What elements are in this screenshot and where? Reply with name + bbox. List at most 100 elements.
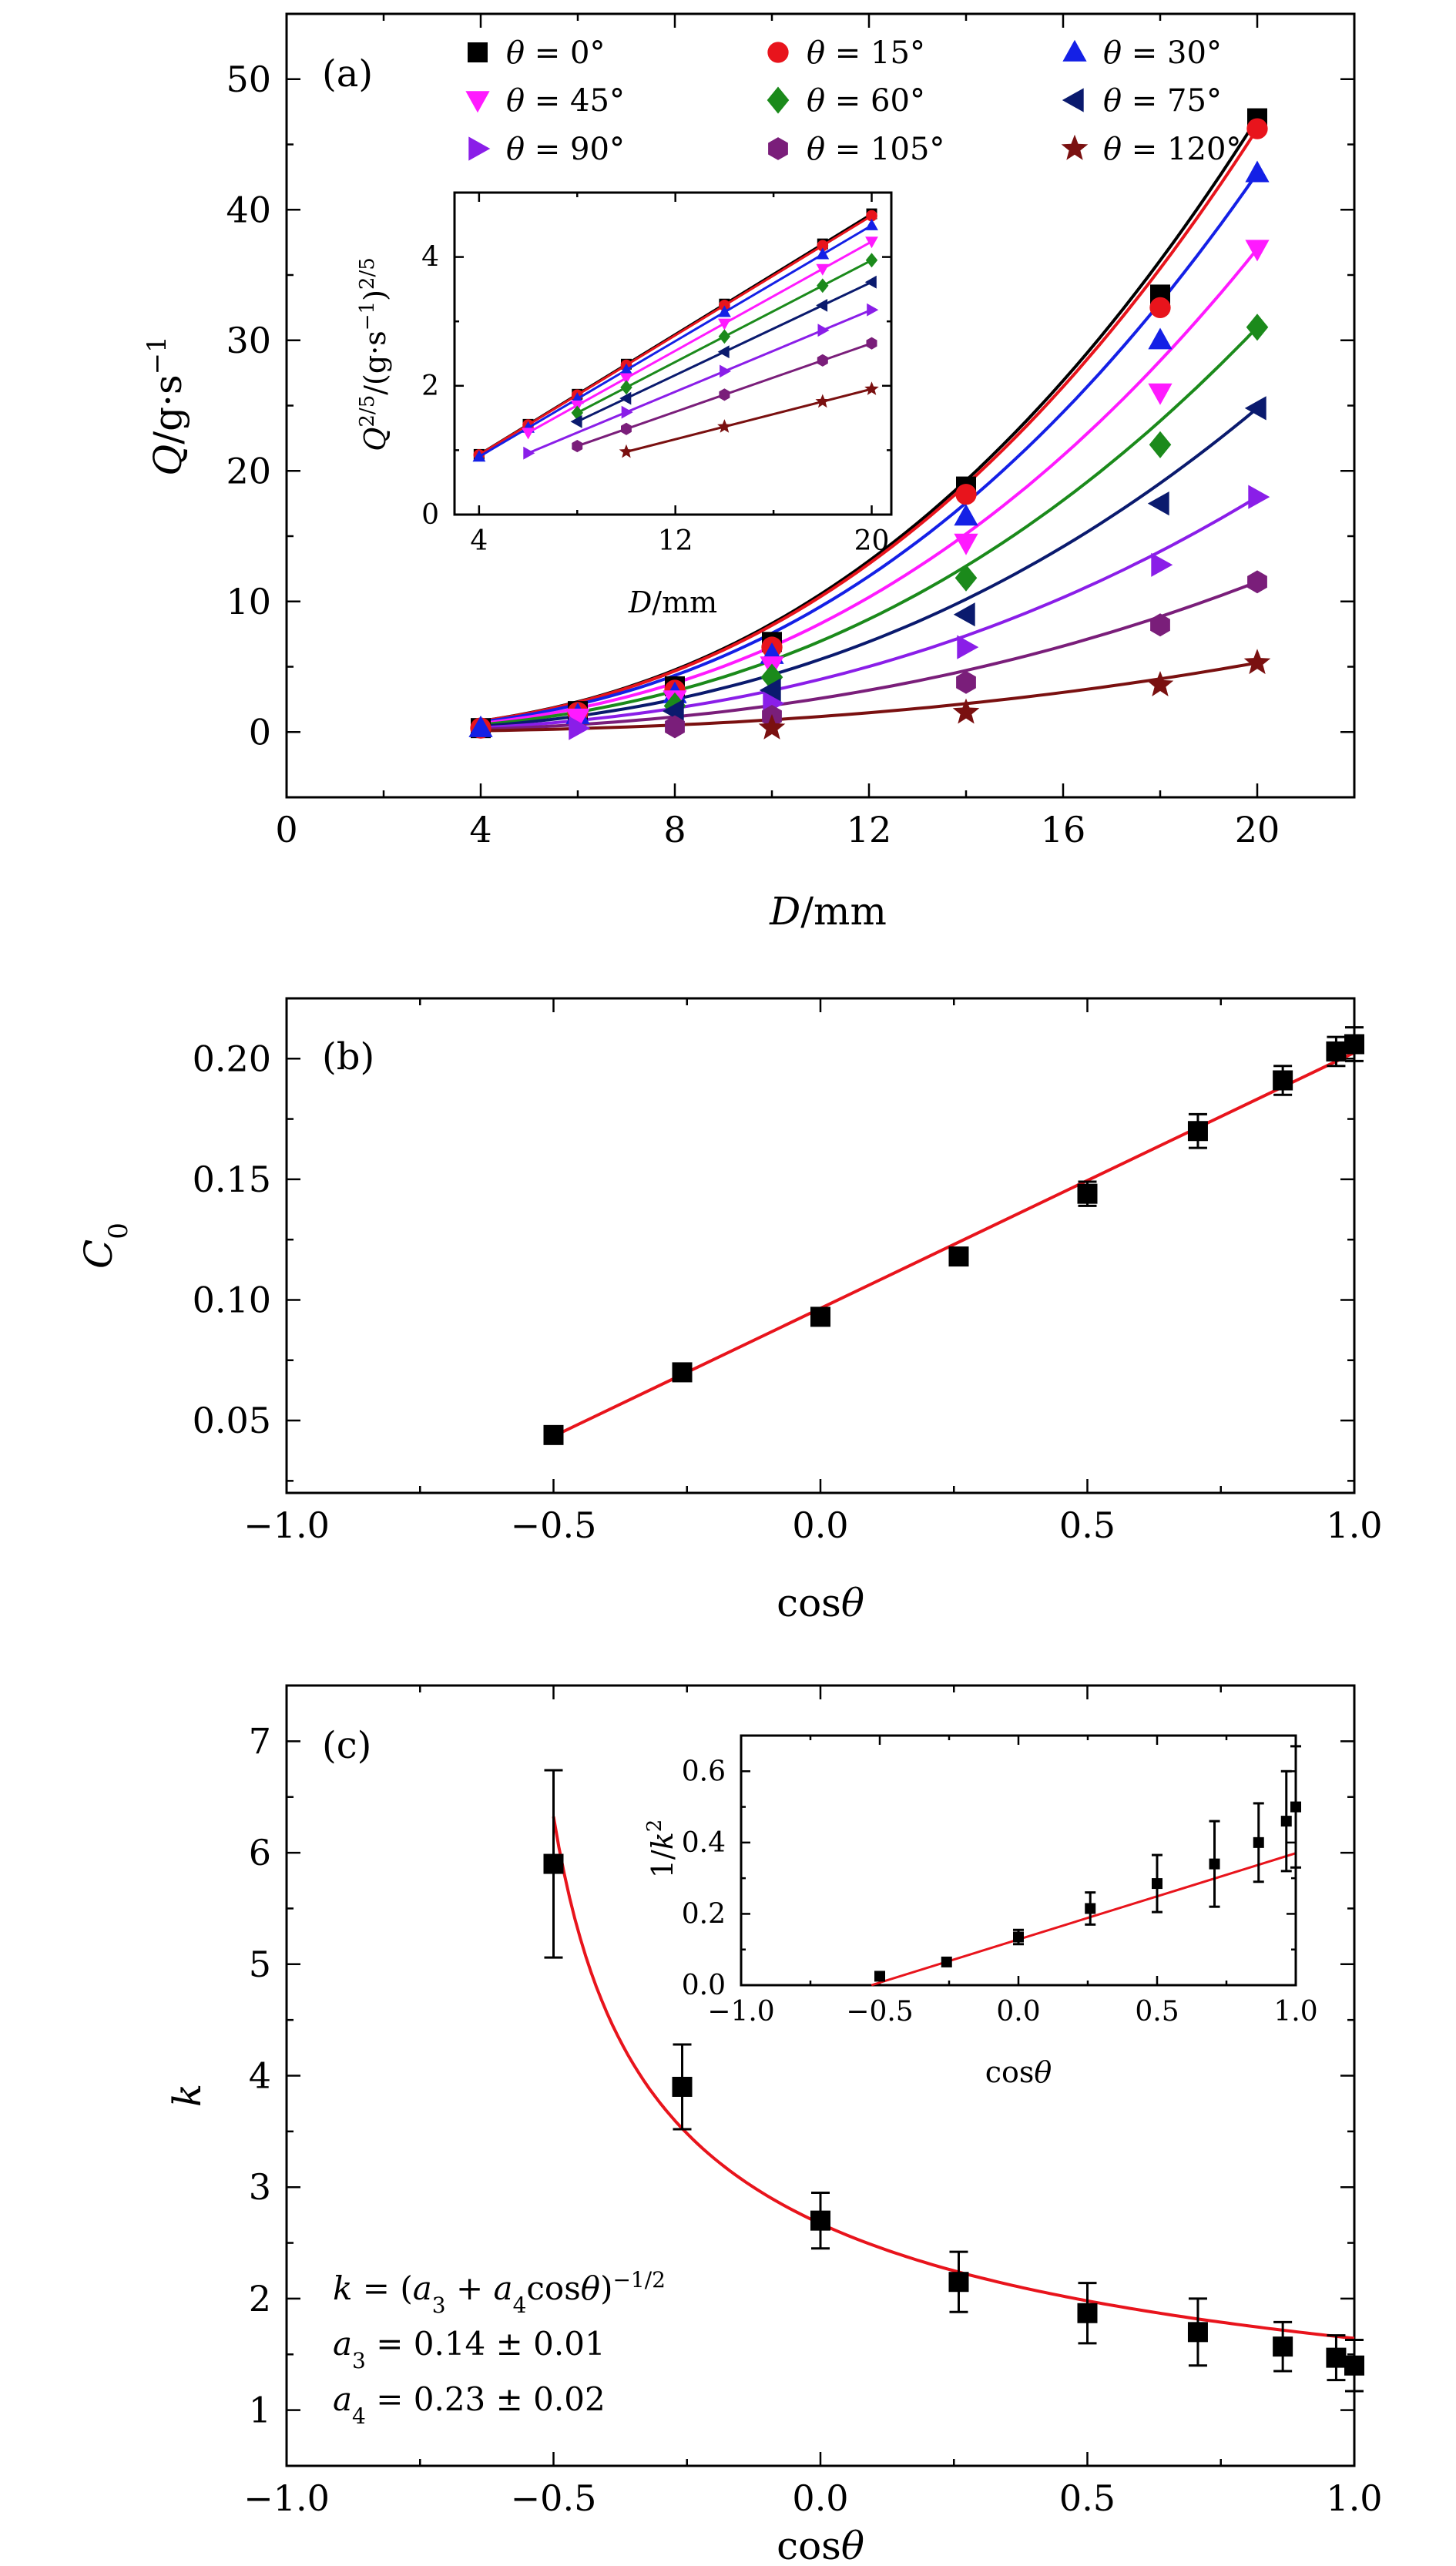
panel-a-y-tick-label: 0 bbox=[249, 711, 271, 753]
panel-a-legend-marker bbox=[767, 42, 789, 63]
panel-c-inset-x-tick-label: −1.0 bbox=[707, 1996, 774, 2028]
panel-a-inset-fit-line bbox=[478, 214, 873, 456]
panel-a-point bbox=[952, 698, 980, 724]
panel-a-inset-point bbox=[572, 440, 583, 453]
panel-c-x-tick-label: −1.0 bbox=[243, 2477, 330, 2519]
panel-c-point bbox=[1077, 2303, 1098, 2323]
panel-c-inset-point bbox=[1013, 1931, 1024, 1943]
panel-c-y-tick-label: 3 bbox=[249, 2166, 271, 2208]
panel-a-point bbox=[957, 635, 979, 659]
panel-b-point bbox=[1273, 1070, 1293, 1091]
panel-a-y-tick-label: 20 bbox=[226, 450, 271, 491]
panel-a-inset-point bbox=[571, 405, 583, 421]
panel-c-a3: a3 = 0.14 ± 0.01 bbox=[333, 2325, 606, 2373]
panel-a-point bbox=[954, 533, 978, 555]
panel-a-inset-x-tick-label: 12 bbox=[658, 525, 693, 557]
panel-a-inset-point bbox=[815, 394, 830, 408]
panel-c-point bbox=[1187, 2322, 1208, 2343]
panel-c-inset-y-tick-label: 0.6 bbox=[682, 1756, 726, 1787]
panel-a-inset-point bbox=[619, 363, 633, 375]
panel-b-point bbox=[1187, 1121, 1208, 1142]
panel-a-point bbox=[565, 708, 590, 730]
panel-b-point bbox=[948, 1246, 969, 1267]
panel-a-point bbox=[758, 714, 786, 740]
panel-a-inset-point bbox=[816, 263, 830, 276]
panel-c-x-tick-label: −0.5 bbox=[511, 2477, 597, 2519]
panel-b-x-tick-label: 0.5 bbox=[1059, 1504, 1115, 1546]
panel-c-inset-point bbox=[1152, 1878, 1162, 1890]
panel-c-point bbox=[1326, 2347, 1347, 2368]
panel-c-inset-point bbox=[1280, 1816, 1292, 1827]
panel-a-inset-point bbox=[816, 299, 828, 312]
panel-a-legend-marker bbox=[468, 136, 491, 161]
panel-a-legend-label: θ = 30° bbox=[1103, 35, 1222, 71]
panel-c-inset-x-tick-label: −0.5 bbox=[846, 1996, 913, 2028]
panel-a-xlabel: D/mm bbox=[769, 889, 887, 934]
panel-a-inset-fit-line bbox=[527, 308, 873, 455]
panel-a-inset-point bbox=[621, 405, 633, 419]
panel-b-point bbox=[1326, 1041, 1347, 1062]
panel-c-y-tick-label: 5 bbox=[249, 1944, 271, 1985]
panel-a-point bbox=[1151, 552, 1173, 577]
panel-c-label: (c) bbox=[322, 1724, 371, 1767]
panel-a-point bbox=[1245, 160, 1270, 183]
panel-b-point bbox=[810, 1306, 830, 1327]
panel-b-point bbox=[672, 1362, 693, 1383]
panel-a-inset-point bbox=[472, 450, 486, 462]
panel-b-frame bbox=[285, 997, 1356, 1494]
panel-a-inset-frame bbox=[453, 191, 893, 516]
panel-a-inset-point bbox=[817, 278, 829, 293]
panel-c-ylabel: k bbox=[165, 2084, 210, 2107]
panel-a-x-tick-label: 8 bbox=[663, 809, 686, 850]
panel-a-point bbox=[1148, 383, 1173, 405]
panel-a-y-tick-label: 40 bbox=[226, 189, 271, 230]
panel-a-inset-point bbox=[523, 446, 535, 460]
panel-c-point bbox=[1344, 2355, 1364, 2376]
panel-c-y-tick-label: 4 bbox=[249, 2055, 271, 2097]
panel-b-label: (b) bbox=[322, 1035, 374, 1078]
panel-c-inset-fit-line bbox=[871, 1852, 1297, 1987]
panel-c-inset-y-tick-label: 0.2 bbox=[682, 1898, 726, 1930]
panel-a-legend-marker bbox=[1061, 134, 1089, 160]
panel-c-y-tick-label: 2 bbox=[249, 2278, 271, 2319]
panel-a-fit-line bbox=[480, 326, 1259, 726]
panel-b-point bbox=[543, 1424, 564, 1445]
panel-c-inset-xlabel: cosθ bbox=[985, 2055, 1052, 2089]
panel-a-inset-point bbox=[865, 236, 878, 249]
panel-a-legend-label: θ = 60° bbox=[807, 83, 925, 119]
panel-a-inset-point bbox=[522, 428, 535, 440]
panel-a-legend-label: θ = 45° bbox=[506, 83, 625, 119]
panel-a-x-tick-label: 20 bbox=[1235, 809, 1280, 850]
panel-a-point bbox=[1146, 671, 1174, 696]
panel-c-inset-x-tick-label: 0.5 bbox=[1135, 1996, 1179, 2028]
panel-a-point bbox=[759, 678, 781, 703]
panel-c-inset-point bbox=[1085, 1903, 1096, 1914]
panel-a-inset-point bbox=[866, 337, 877, 350]
panel-c-y-tick-label: 1 bbox=[249, 2390, 271, 2431]
panel-c-a4: a4 = 0.23 ± 0.02 bbox=[333, 2380, 606, 2429]
panel-a-point bbox=[955, 484, 977, 505]
panel-a-legend-marker bbox=[468, 42, 488, 62]
panel-a-y-tick-label: 10 bbox=[226, 581, 271, 622]
panel-a-point bbox=[1148, 327, 1173, 350]
panel-a-point bbox=[1247, 570, 1267, 594]
panel-a-inset-fit-line bbox=[626, 387, 872, 453]
panel-b-point bbox=[1077, 1183, 1098, 1204]
panel-c-y-tick-label: 6 bbox=[249, 1832, 271, 1873]
panel-a-label: (a) bbox=[322, 52, 373, 96]
panel-a-inset-x-tick-label: 20 bbox=[854, 525, 890, 557]
panel-a-legend-marker bbox=[767, 86, 790, 114]
panel-a-y-tick-label: 50 bbox=[226, 59, 271, 100]
panel-a-inset-y-tick-label: 0 bbox=[421, 499, 439, 531]
panel-a-point bbox=[1248, 485, 1270, 509]
panel-a-inset-point bbox=[718, 305, 731, 317]
panel-a-inset-point bbox=[619, 391, 632, 405]
panel-a-y-tick-label: 30 bbox=[226, 320, 271, 361]
panel-a-point bbox=[662, 699, 684, 723]
panel-a-inset-point bbox=[619, 444, 634, 458]
panel-c-xlabel: cosθ bbox=[777, 2524, 864, 2566]
panel-a-point bbox=[956, 670, 976, 694]
panel-a-point bbox=[1149, 297, 1171, 319]
panel-b-point bbox=[1344, 1034, 1364, 1055]
panel-c-inset-y-tick-label: 0.0 bbox=[682, 1970, 726, 2001]
